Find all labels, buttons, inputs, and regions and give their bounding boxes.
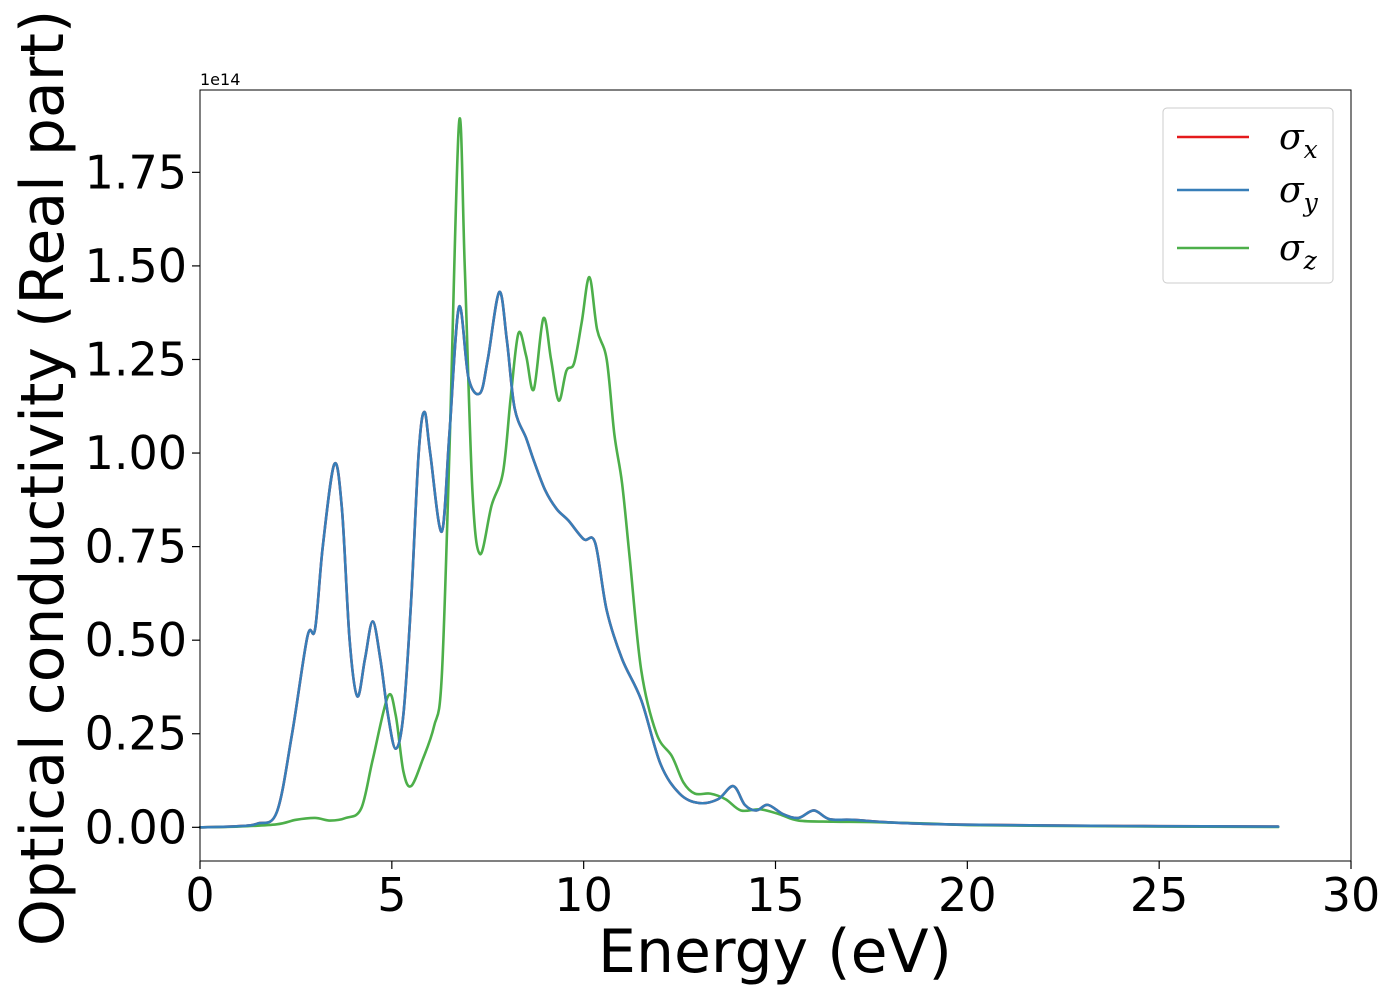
- x-tick-label: 5: [377, 868, 406, 922]
- y-tick-label: 1.25: [85, 332, 187, 386]
- y-tick-label: 1.50: [85, 239, 187, 293]
- x-tick-label: 15: [746, 868, 805, 922]
- series-line-sigma-y: [198, 290, 1280, 829]
- legend-box: [1162, 107, 1334, 284]
- legend-label-sigma-y: σy: [1279, 170, 1319, 217]
- x-tick-label: 20: [938, 868, 997, 922]
- series-line-sigma-x: [198, 290, 1280, 829]
- x-axis-title: Energy (eV): [598, 917, 952, 987]
- x-axis: 0 5 10 15 20 25 30: [185, 861, 1380, 922]
- y-tick-label: 0.75: [85, 520, 187, 574]
- x-tick-label: 30: [1322, 868, 1381, 922]
- y-axis: 0.00 0.25 0.50 0.75 1.00 1.25 1.50 1.75: [85, 145, 200, 854]
- y-tick-label: 1.75: [85, 145, 187, 199]
- series-line-sigma-z: [198, 117, 1280, 829]
- y-axis-title: Optical conductivity (Real part): [8, 10, 78, 947]
- y-tick-label: 0.25: [85, 707, 187, 761]
- y-tick-label: 0.00: [85, 800, 187, 854]
- x-tick-label: 10: [554, 868, 613, 922]
- y-tick-label: 1.00: [85, 426, 187, 480]
- y-tick-label: 0.50: [85, 613, 187, 667]
- series-layer: [198, 117, 1280, 829]
- y-offset-label: 1e14: [200, 70, 240, 89]
- x-tick-label: 25: [1130, 868, 1189, 922]
- x-tick-label: 0: [185, 868, 214, 922]
- legend-label-sigma-x: σx: [1279, 117, 1318, 164]
